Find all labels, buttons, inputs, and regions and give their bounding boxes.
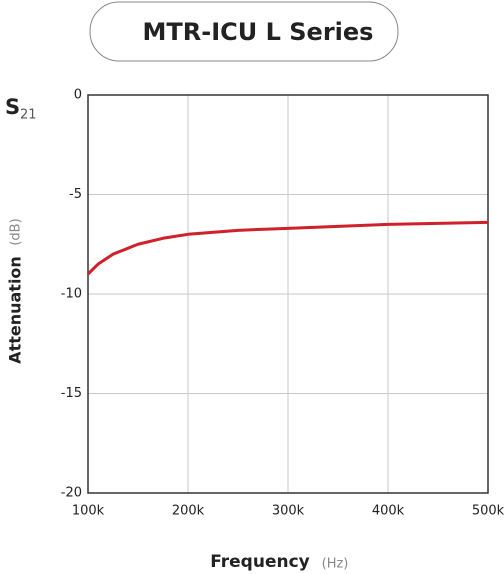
x-tick-label: 100k: [72, 504, 105, 519]
chart-title: MTR-ICU L Series: [143, 18, 374, 46]
y-tick-label: -15: [61, 386, 82, 401]
y-tick-label: -10: [61, 287, 82, 302]
x-tick-label: 200k: [172, 504, 205, 519]
x-tick-label: 300k: [272, 504, 305, 519]
title-box: [89, 1, 399, 62]
s-label: S: [5, 95, 20, 119]
y-tick-label: -5: [69, 187, 82, 202]
y-tick-label: -20: [61, 486, 82, 501]
x-axis-unit: (Hz): [322, 557, 349, 572]
y-tick-label: 0: [74, 88, 82, 103]
x-axis-label: Frequency: [210, 552, 310, 572]
s-subscript: 21: [20, 108, 37, 123]
data-line: [86, 220, 489, 276]
y-axis-unit: (dB): [9, 218, 24, 245]
y-axis-label: Attenuation: [6, 256, 25, 364]
plot-frame: [87, 94, 489, 494]
x-tick-label: 400k: [372, 504, 405, 519]
x-tick-label: 500k: [472, 504, 504, 519]
